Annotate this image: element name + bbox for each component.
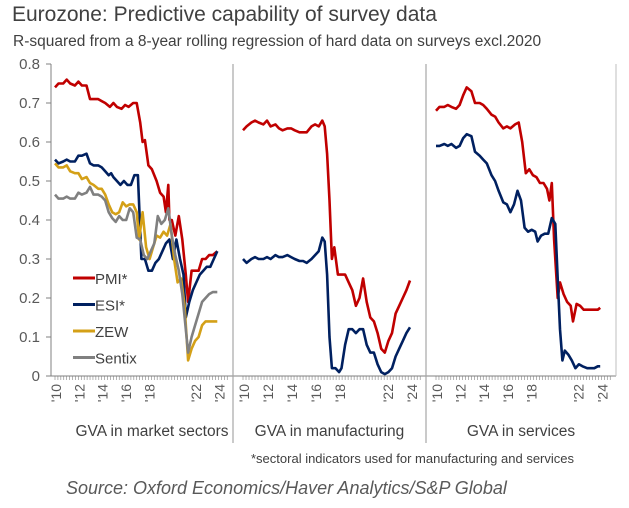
legend-label: ZEW — [95, 324, 129, 341]
y-tick-label: 0.8 — [19, 56, 40, 73]
series-line-esi-panel-2 — [242, 236, 412, 376]
panel-labels: GVA in market sectors GVA in manufacturin… — [75, 423, 575, 440]
x-tick-label: '14 — [284, 384, 300, 402]
x-tick-label: '14 — [95, 384, 111, 402]
x-tick-label: '22 — [571, 384, 587, 402]
x-tick-label: '16 — [308, 384, 324, 402]
footnote: *sectoral indicators used for manufactur… — [251, 451, 574, 466]
y-tick-label: 0.1 — [19, 329, 40, 346]
series-line-esi-panel-3 — [436, 132, 601, 370]
y-tick-label: 0.5 — [19, 173, 40, 190]
x-tick-label: '10 — [48, 384, 64, 402]
x-tick-label: '10 — [429, 384, 445, 402]
legend-label: ESI* — [95, 298, 125, 315]
y-tick-label: 0.7 — [19, 95, 40, 112]
series-line-zew-panel-1 — [54, 162, 218, 362]
x-tick-label: '10 — [236, 384, 252, 402]
x-tick-label: '12 — [260, 384, 276, 402]
panel-label: GVA in manufacturing — [255, 423, 405, 440]
legend-label: Sentix — [95, 351, 137, 368]
chart-title: Eurozone: Predictive capability of surve… — [12, 3, 437, 26]
series-line-pmi-panel-1 — [54, 78, 219, 304]
x-tick-label: '24 — [404, 384, 420, 402]
y-tick-label: 0.3 — [19, 251, 40, 268]
series-line-pmi-panel-3 — [435, 86, 602, 323]
chart-subtitle: R-squared from a 8-year rolling regressi… — [13, 33, 542, 50]
x-tick-label: '16 — [500, 384, 516, 402]
y-tick-label: 0.2 — [19, 290, 40, 307]
x-tick-label: '16 — [118, 384, 134, 402]
x-tick-label: '22 — [188, 384, 204, 402]
x-tick-label: '24 — [594, 384, 610, 402]
series-layer — [54, 78, 602, 376]
panel-label: GVA in services — [467, 423, 576, 440]
x-tick-label: '22 — [380, 384, 396, 402]
panel-label: GVA in market sectors — [75, 423, 228, 440]
series-line-esi-panel-1 — [54, 152, 219, 319]
axes-layer: 0 0.1 0.2 0.3 0.4 0.5 0.6 0.7 0.8 '10 '12 '14 '16 '18… — [19, 56, 617, 443]
legend-label: PMI* — [95, 271, 128, 288]
x-tick-label: '14 — [476, 384, 492, 402]
x-tick-label: '12 — [453, 384, 469, 402]
x-tick-label: '18 — [332, 384, 348, 402]
legend: PMI* ESI* ZEW Sentix — [73, 271, 137, 368]
x-tick-label: '18 — [523, 384, 539, 402]
y-tick-label: 0.6 — [19, 134, 40, 151]
series-line-pmi-panel-2 — [242, 119, 412, 354]
y-tick-label: 0 — [32, 368, 40, 385]
x-tick-label: '12 — [71, 384, 87, 402]
x-tick-label: '24 — [211, 384, 227, 402]
y-tick-label: 0.4 — [19, 212, 40, 229]
source-note: Source: Oxford Economics/Haver Analytics… — [66, 478, 507, 498]
x-tick-label: '18 — [141, 384, 157, 402]
series-line-sentix-panel-1 — [54, 185, 218, 354]
